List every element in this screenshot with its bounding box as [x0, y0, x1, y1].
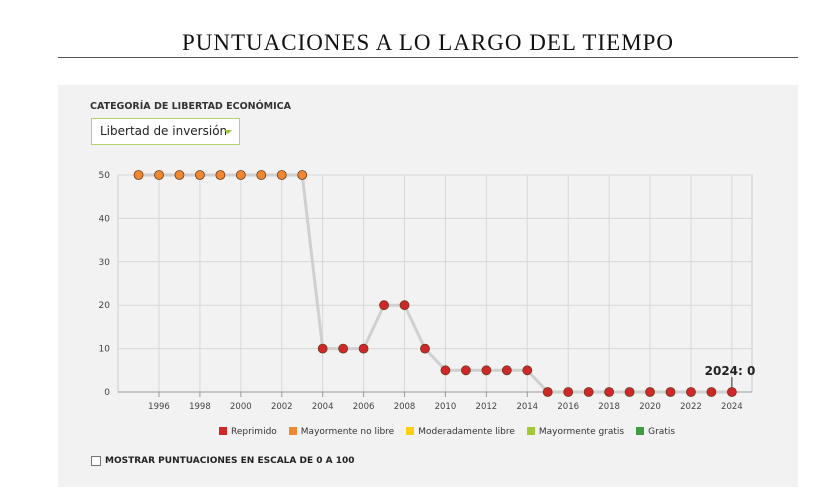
data-point — [440, 365, 451, 376]
data-point — [133, 170, 144, 180]
data-point — [276, 170, 287, 180]
data-point — [726, 387, 737, 397]
x-tick-label: 2004 — [312, 402, 334, 412]
x-tick-label: 2008 — [394, 402, 416, 412]
data-point — [174, 170, 185, 180]
y-tick-label: 40 — [99, 214, 111, 224]
checkbox-box[interactable] — [91, 456, 101, 466]
y-tick-label: 50 — [99, 171, 111, 181]
data-point — [624, 387, 635, 397]
legend-label: Mayormente no libre — [300, 427, 395, 437]
data-point — [665, 387, 676, 397]
x-tick-label: 2016 — [557, 402, 579, 412]
data-point — [379, 300, 389, 311]
legend-item: Mayormente no libre — [288, 427, 395, 437]
data-point — [317, 343, 328, 354]
legend-swatch — [526, 427, 535, 435]
data-point — [522, 365, 533, 376]
x-tick-label: 2022 — [680, 402, 702, 412]
data-point — [235, 170, 246, 180]
legend-label: Mayormente gratis — [538, 427, 625, 437]
legend-item: Gratis — [636, 427, 675, 437]
x-tick-label: 1998 — [189, 402, 211, 412]
y-tick-label: 10 — [99, 345, 111, 355]
legend-swatch — [636, 427, 645, 435]
data-point — [195, 170, 205, 180]
chevron-down-icon — [224, 130, 232, 134]
data-point — [420, 343, 430, 354]
legend-item: Reprimido — [219, 427, 277, 437]
y-tick-label: 20 — [99, 301, 111, 311]
data-point — [604, 387, 615, 397]
legend-item: Moderadamente libre — [406, 427, 515, 437]
title-divider — [58, 57, 798, 58]
data-point — [399, 300, 410, 311]
legend-swatch — [288, 427, 297, 435]
data-point — [154, 170, 164, 180]
data-point — [542, 387, 553, 397]
x-tick-label: 2024 — [721, 402, 743, 412]
data-point — [215, 170, 226, 180]
category-select[interactable]: Libertad de inversión — [91, 118, 240, 145]
data-point — [460, 365, 471, 376]
data-point — [338, 343, 349, 354]
chart-legend: Reprimido Mayormente no libre Moderadament… — [219, 427, 675, 437]
series-line — [138, 173, 732, 394]
data-point — [501, 365, 512, 376]
x-tick-label: 2006 — [353, 402, 375, 412]
data-point — [686, 387, 696, 397]
data-point — [583, 387, 594, 397]
legend-swatch — [219, 427, 227, 435]
x-tick-label: 2012 — [476, 402, 498, 412]
x-tick-label: 2010 — [435, 402, 457, 412]
data-point — [297, 170, 308, 180]
data-point — [256, 170, 267, 180]
legend-item: Mayormente gratis — [526, 427, 625, 437]
legend-swatch — [406, 427, 415, 435]
x-tick-label: 2002 — [271, 402, 293, 412]
legend-label: Reprimido — [231, 427, 277, 437]
y-tick-label: 0 — [104, 388, 110, 398]
x-tick-label: 2014 — [516, 402, 538, 412]
data-point — [358, 343, 369, 354]
data-point — [563, 387, 574, 397]
x-tick-label: 2000 — [230, 402, 252, 412]
data-point — [481, 365, 492, 376]
chart-panel — [58, 85, 798, 487]
page-title: PUNTUACIONES A LO LARGO DEL TIEMPO — [181, 30, 675, 55]
y-tick-label: 30 — [99, 258, 111, 268]
tooltip-label: 2024: 0 — [705, 364, 756, 378]
checkbox-label: MOSTRAR PUNTUACIONES EN ESCALA DE 0 A 10… — [105, 456, 355, 466]
data-point — [706, 387, 717, 397]
x-tick-label: 1996 — [148, 402, 170, 412]
x-tick-label: 2020 — [639, 402, 661, 412]
x-tick-label: 2018 — [598, 402, 620, 412]
category-label: CATEGORÍA DE LIBERTAD ECONÓMICA — [90, 101, 291, 112]
scale-checkbox[interactable]: MOSTRAR PUNTUACIONES EN ESCALA DE 0 A 10… — [91, 456, 355, 466]
legend-label: Moderadamente libre — [418, 427, 515, 437]
legend-label: Gratis — [648, 427, 676, 437]
category-selected-value: Libertad de inversión — [100, 124, 228, 138]
data-point — [645, 387, 655, 397]
